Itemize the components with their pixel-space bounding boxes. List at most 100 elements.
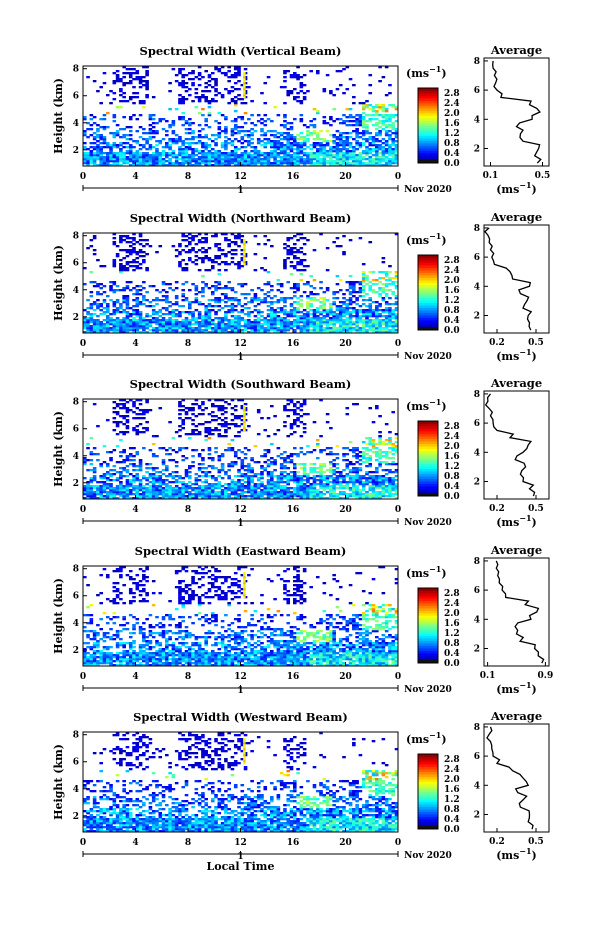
heatmap-cell xyxy=(92,329,97,332)
heatmap-cell xyxy=(319,162,323,165)
heatmap-cell xyxy=(273,106,277,109)
heatmap-cell xyxy=(171,150,176,153)
heatmap-cell xyxy=(214,483,218,486)
heatmap-cell xyxy=(197,124,202,127)
heatmap-cell xyxy=(375,311,379,314)
heatmap-cell xyxy=(240,257,245,260)
heatmap-cell xyxy=(348,158,353,161)
heatmap-cell xyxy=(309,154,313,157)
heatmap-cell xyxy=(138,489,143,492)
heatmap-cell xyxy=(296,96,300,99)
heatmap-cell xyxy=(168,108,172,111)
heatmap-cell xyxy=(224,255,228,258)
heatmap-cell xyxy=(332,313,336,316)
heatmap-cell xyxy=(233,323,238,326)
heatmap-cell xyxy=(312,313,317,316)
heatmap-cell xyxy=(230,309,235,312)
heatmap-cell xyxy=(260,152,264,155)
heatmap-cell xyxy=(204,311,208,314)
heatmap-cell xyxy=(191,493,195,496)
heatmap-cell xyxy=(299,477,304,480)
heatmap-cell xyxy=(188,237,192,240)
colorbar-swatch xyxy=(418,133,438,136)
heatmap-cell xyxy=(270,134,274,137)
heatmap-cell xyxy=(207,106,212,109)
heatmap-cell xyxy=(266,323,271,326)
heatmap-cell xyxy=(204,481,208,484)
colorbar-swatch xyxy=(418,95,438,99)
heatmap-cell xyxy=(296,327,300,330)
heatmap-cell xyxy=(89,152,94,155)
heatmap-cell xyxy=(191,431,195,434)
heatmap-cell xyxy=(184,483,189,486)
heatmap-cell xyxy=(125,134,130,137)
heatmap-cell xyxy=(348,287,353,290)
date-label: 1 xyxy=(237,186,243,196)
heatmap-cell xyxy=(266,327,271,330)
chart-panel-northward: Spectral Width (Northward Beam)2468Heigh… xyxy=(52,210,550,363)
heatmap-cell xyxy=(188,138,192,141)
heatmap-cell xyxy=(352,156,356,159)
heatmap-cell xyxy=(233,317,238,320)
heatmap-cell xyxy=(348,146,353,149)
heatmap-cell xyxy=(89,158,94,161)
heatmap-cell xyxy=(135,465,140,468)
heatmap-cell xyxy=(214,323,218,326)
heatmap-cell xyxy=(174,301,179,304)
heatmap-cell xyxy=(260,471,264,474)
heatmap-cell xyxy=(299,451,304,454)
heatmap-cell xyxy=(178,98,182,101)
heatmap-cell xyxy=(233,425,238,428)
heatmap-cell xyxy=(194,433,199,436)
heatmap-cell xyxy=(115,285,120,288)
heatmap-cell xyxy=(270,154,274,157)
heatmap-cell xyxy=(230,98,235,101)
heatmap-cell xyxy=(230,128,235,131)
heatmap-cell xyxy=(355,132,359,135)
heatmap-cell xyxy=(378,287,382,290)
heatmap-cell xyxy=(204,90,208,93)
heatmap-cell xyxy=(142,447,146,450)
heatmap-cell xyxy=(148,477,153,480)
heatmap-cell xyxy=(263,160,268,163)
heatmap-cell xyxy=(224,239,228,242)
heatmap-cell xyxy=(224,297,228,300)
heatmap-cell xyxy=(122,491,126,494)
heatmap-cell xyxy=(378,315,382,318)
heatmap-cell xyxy=(128,481,133,484)
heatmap-cell xyxy=(155,158,159,161)
heatmap-cell xyxy=(361,112,366,115)
heatmap-cell xyxy=(188,495,192,498)
heatmap-cell xyxy=(237,469,241,472)
heatmap-cell xyxy=(279,156,284,159)
heatmap-cell xyxy=(283,409,287,412)
heatmap-cell xyxy=(302,321,307,324)
heatmap-cell xyxy=(332,164,336,167)
heatmap-cell xyxy=(132,313,136,316)
heatmap-cell xyxy=(237,126,241,129)
heatmap-cell xyxy=(132,321,136,324)
heatmap-cell xyxy=(279,323,284,326)
heatmap-cell xyxy=(283,331,287,334)
heatmap-cell xyxy=(145,154,149,157)
heatmap-cell xyxy=(92,321,97,324)
heatmap-cell xyxy=(348,317,353,320)
heatmap-cell xyxy=(243,90,246,93)
heatmap-cell xyxy=(375,156,379,159)
heatmap-cell xyxy=(394,154,399,157)
heatmap-cell xyxy=(224,489,228,492)
heatmap-cell xyxy=(217,154,222,157)
heatmap-cell xyxy=(99,156,103,159)
heatmap-cell xyxy=(394,233,399,236)
x-tick-label: 0 xyxy=(80,172,86,182)
heatmap-cell xyxy=(204,487,208,490)
heatmap-cell xyxy=(115,445,120,448)
heatmap-cell xyxy=(112,80,117,83)
heatmap-cell xyxy=(194,235,199,238)
heatmap-cell xyxy=(309,120,313,123)
heatmap-cell xyxy=(315,319,320,322)
heatmap-cell xyxy=(270,487,274,490)
heatmap-cell xyxy=(250,481,254,484)
heatmap-cell xyxy=(181,102,186,105)
